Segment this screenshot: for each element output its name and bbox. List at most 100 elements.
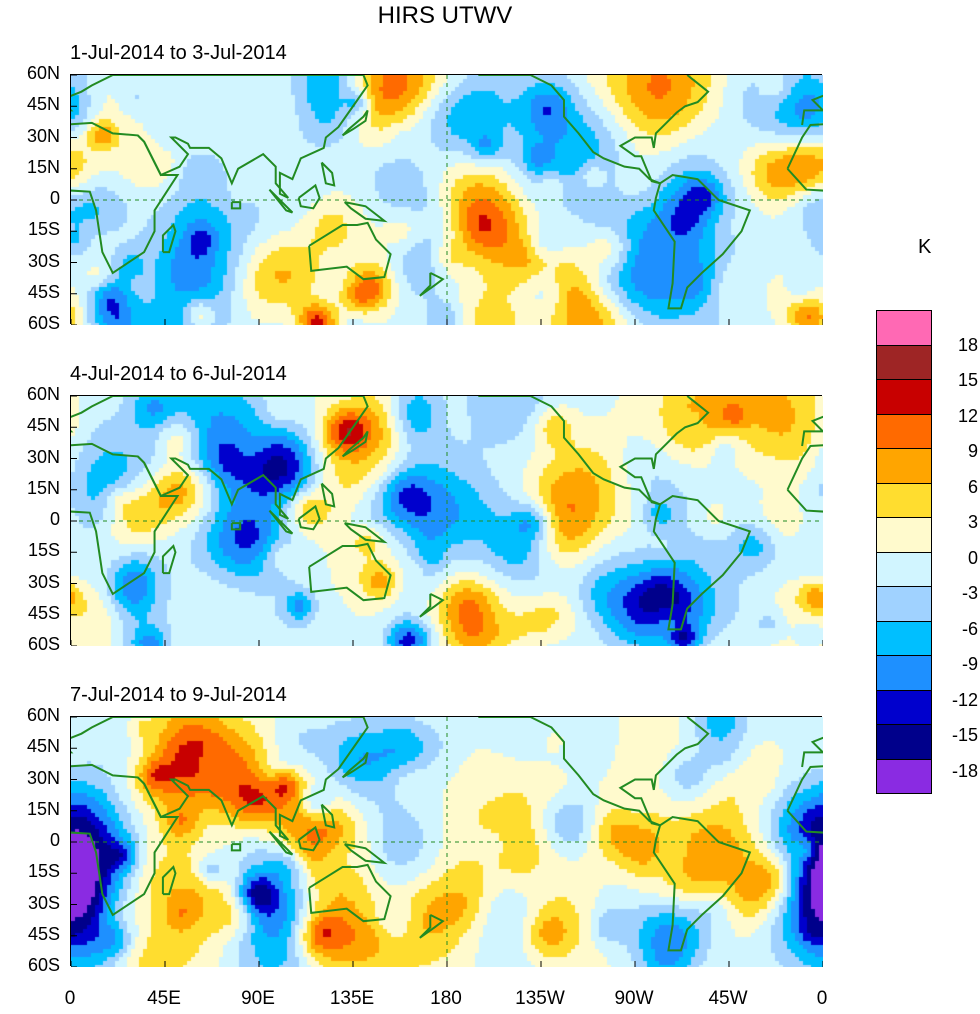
colorbar-swatch bbox=[876, 586, 932, 622]
coastline bbox=[419, 593, 445, 618]
y-tick-label: 60S bbox=[27, 313, 60, 333]
y-tick-label: 15S bbox=[27, 861, 60, 882]
coastline bbox=[297, 504, 321, 531]
colorbar-swatch bbox=[876, 482, 932, 518]
y-tick-label: 45N bbox=[26, 415, 60, 436]
x-tick-label: 0 bbox=[816, 988, 828, 1009]
y-tick-label: 45N bbox=[26, 94, 60, 115]
y-tick-label: 45S bbox=[27, 281, 60, 302]
y-tick-label: 0 bbox=[49, 188, 60, 208]
coastline bbox=[341, 109, 369, 137]
colorbar-swatch bbox=[876, 724, 932, 760]
colorbar-swatch bbox=[876, 379, 932, 415]
coastline bbox=[652, 173, 752, 310]
coastline bbox=[71, 396, 369, 520]
coastline bbox=[343, 843, 388, 865]
y-tick-label: 30N bbox=[26, 767, 60, 788]
coastline bbox=[801, 94, 823, 126]
coastline bbox=[343, 201, 388, 223]
y-tick-label: 30N bbox=[26, 446, 60, 467]
colorbar-swatch bbox=[876, 517, 932, 553]
coastline bbox=[161, 544, 177, 575]
y-tick-label: 45N bbox=[26, 736, 60, 757]
y-tick-label: 0 bbox=[49, 509, 60, 529]
coastline bbox=[652, 494, 752, 631]
coastline bbox=[308, 542, 392, 602]
coastline bbox=[341, 430, 369, 458]
colorbar-swatch bbox=[876, 310, 932, 346]
x-tick-label: 45W bbox=[708, 988, 748, 1009]
colorbar-label: -3 bbox=[961, 583, 978, 603]
coastline bbox=[71, 75, 369, 199]
colorbar-label: 15 bbox=[957, 370, 978, 390]
coastlines-2 bbox=[71, 396, 823, 646]
coastline bbox=[268, 830, 294, 856]
colorbar-label: 12 bbox=[957, 405, 978, 426]
coastline bbox=[161, 223, 177, 254]
coastline bbox=[71, 717, 369, 841]
colorbar-label: 9 bbox=[967, 441, 978, 461]
y-tick-label: 45S bbox=[27, 923, 60, 944]
y-tick-label: 30S bbox=[27, 250, 60, 271]
coastline bbox=[786, 444, 823, 513]
colorbar-label: -12 bbox=[951, 689, 978, 710]
coastline bbox=[71, 121, 180, 275]
coastline bbox=[230, 201, 242, 210]
x-tick-label: 135W bbox=[515, 988, 565, 1009]
map-panel-3 bbox=[70, 716, 823, 967]
y-tick-label: 15N bbox=[26, 798, 60, 819]
colorbar bbox=[876, 310, 932, 794]
coastline bbox=[268, 188, 294, 214]
y-tick-label: 30N bbox=[26, 125, 60, 146]
y-tick-label: 60N bbox=[26, 63, 60, 83]
colorbar-swatch bbox=[876, 344, 932, 380]
coastline bbox=[478, 75, 710, 185]
colorbar-label: -9 bbox=[961, 654, 978, 674]
colorbar-label: 0 bbox=[967, 547, 978, 568]
coastline bbox=[419, 272, 445, 297]
coastline bbox=[308, 221, 392, 281]
coastline bbox=[297, 183, 321, 210]
colorbar-swatch bbox=[876, 620, 932, 656]
y-tick-label: 60S bbox=[27, 634, 60, 654]
coastline bbox=[801, 415, 823, 447]
coastline bbox=[297, 825, 321, 852]
coastline bbox=[230, 522, 242, 531]
y-tick-label: 45S bbox=[27, 602, 60, 623]
y-tick-label: 15S bbox=[27, 219, 60, 240]
coastline bbox=[230, 843, 242, 852]
panel-3-title: 7-Jul-2014 to 9-Jul-2014 bbox=[70, 684, 287, 706]
colorbar-label: -18 bbox=[951, 760, 978, 781]
colorbar-label: -15 bbox=[951, 725, 978, 745]
coastline bbox=[320, 161, 336, 187]
y-tick-label: 60S bbox=[27, 955, 60, 975]
x-tick-label: 0 bbox=[64, 988, 76, 1009]
colorbar-label: 3 bbox=[967, 512, 978, 532]
colorbar-unit: K bbox=[918, 236, 932, 258]
coastline bbox=[71, 442, 180, 596]
coastlines-3 bbox=[71, 717, 823, 967]
x-tick-label: 135E bbox=[329, 988, 375, 1009]
colorbar-swatch bbox=[876, 655, 932, 691]
y-tick-label: 60N bbox=[26, 384, 60, 404]
coastline bbox=[478, 396, 710, 506]
colorbar-swatch bbox=[876, 758, 932, 794]
coastline bbox=[478, 717, 710, 827]
map-panel-1 bbox=[70, 74, 823, 325]
coastlines-1 bbox=[71, 75, 823, 325]
colorbar-swatch bbox=[876, 448, 932, 484]
coastline bbox=[308, 863, 392, 923]
figure-title: HIRS UTWV bbox=[377, 2, 513, 29]
y-tick-label: 60N bbox=[26, 705, 60, 725]
coastline bbox=[161, 865, 177, 896]
y-tick-label: 30S bbox=[27, 571, 60, 592]
y-tick-label: 15N bbox=[26, 156, 60, 177]
x-tick-label: 45E bbox=[147, 988, 181, 1009]
colorbar-label: -6 bbox=[961, 618, 978, 639]
coastline bbox=[343, 522, 388, 544]
coastline bbox=[71, 763, 180, 917]
panel-1-title: 1-Jul-2014 to 3-Jul-2014 bbox=[70, 42, 287, 64]
coastline bbox=[786, 765, 823, 834]
colorbar-label: 6 bbox=[967, 476, 978, 497]
